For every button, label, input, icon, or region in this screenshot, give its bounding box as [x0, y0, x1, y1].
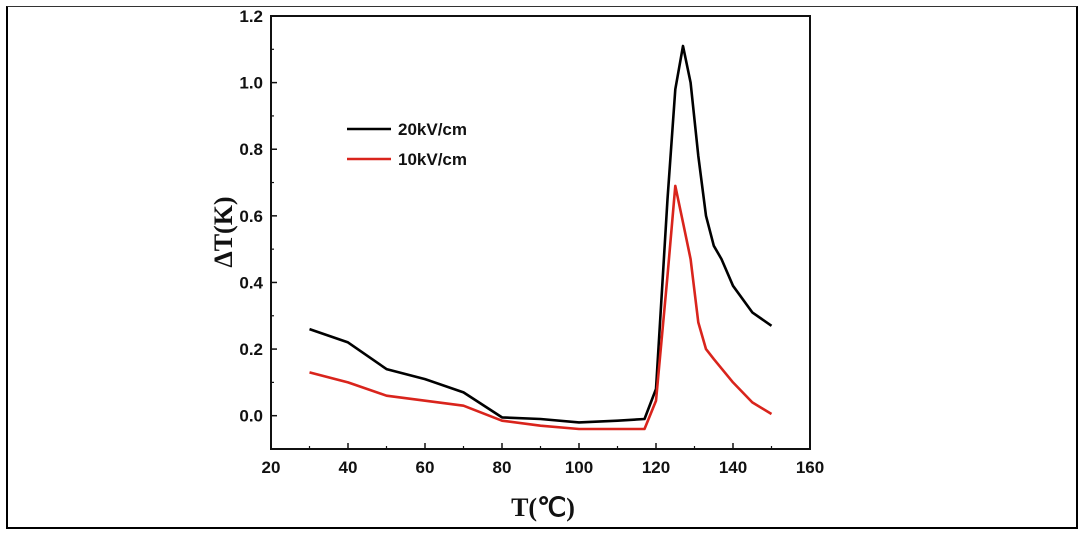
y-tick-label: 0.2: [239, 340, 263, 359]
x-tick-label: 20: [262, 458, 281, 477]
x-axis-title: T(℃): [511, 493, 575, 522]
series-layer: [309, 44, 773, 431]
x-tick-label: 80: [493, 458, 512, 477]
legend-label-2: 10kV/cm: [398, 150, 467, 169]
y-tick-label: 1.0: [239, 74, 263, 93]
x-tick-label: 120: [642, 458, 670, 477]
x-tick-label: 140: [719, 458, 747, 477]
y-tick-label: 0.8: [239, 140, 263, 159]
y-tick-label: 0.4: [239, 273, 263, 292]
series-line-1: [309, 44, 773, 424]
y-tick-label: 1.2: [239, 7, 263, 26]
y-axis-title: ΔT(K): [209, 196, 238, 267]
x-tick-label: 100: [565, 458, 593, 477]
y-tick-label: 0.6: [239, 207, 263, 226]
y-tick-label: 0.0: [239, 407, 263, 426]
figure-frame: [6, 6, 1078, 529]
ticks: 20 40 60 80 100 120 140 160 0.0 0.2 0.4 0.6 0.8 1.0 1.…: [239, 7, 824, 477]
series-line-2: [309, 184, 773, 431]
x-tick-label: 160: [796, 458, 824, 477]
legend-label-1: 20kV/cm: [398, 120, 467, 139]
legend: 20kV/cm 10kV/cm: [347, 120, 467, 169]
x-tick-label: 60: [416, 458, 435, 477]
x-tick-label: 40: [339, 458, 358, 477]
